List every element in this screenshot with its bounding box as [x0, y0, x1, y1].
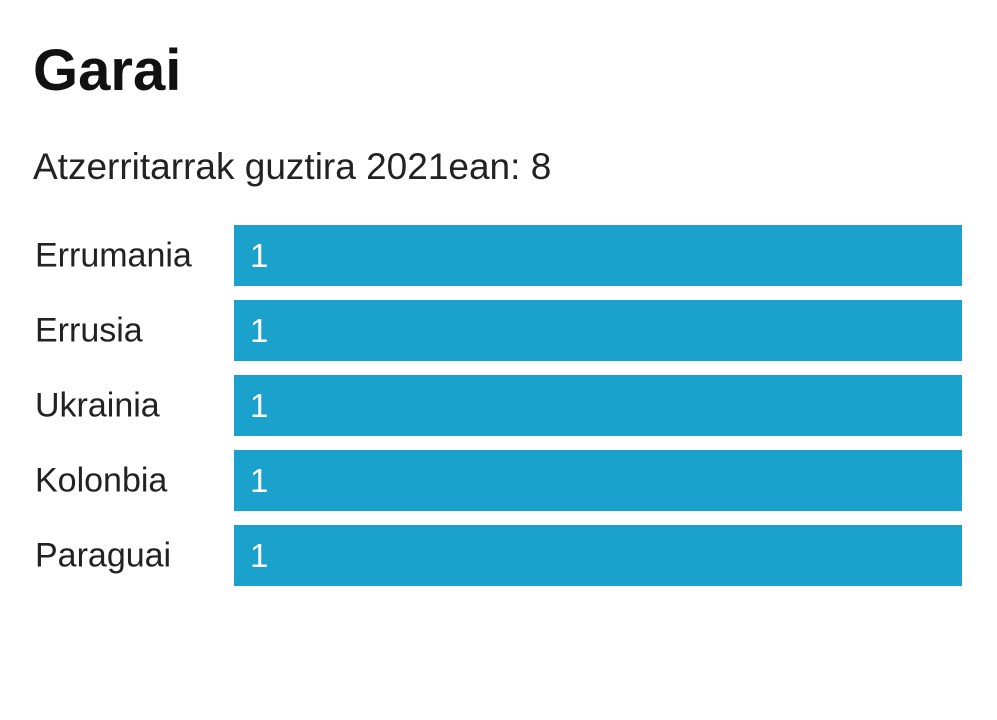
bar-value-label: 1 — [250, 462, 268, 499]
bar-value-label: 1 — [250, 387, 268, 424]
bar — [234, 525, 962, 586]
bar-value-label: 1 — [250, 237, 268, 274]
category-label: Errumania — [35, 237, 192, 275]
category-label: Ukrainia — [35, 387, 160, 425]
bar-value-label: 1 — [250, 537, 268, 574]
bar — [234, 450, 962, 511]
foreigners-total-text: Atzerritarrak guztira 2021ean: 8 — [33, 146, 552, 187]
bar-value-label: 1 — [250, 312, 268, 349]
bar — [234, 225, 962, 286]
category-label: Kolonbia — [35, 462, 167, 500]
category-label: Paraguai — [35, 537, 171, 575]
bar — [234, 300, 962, 361]
municipality-title: Garai — [33, 38, 182, 103]
category-label: Errusia — [35, 312, 143, 350]
bar — [234, 375, 962, 436]
